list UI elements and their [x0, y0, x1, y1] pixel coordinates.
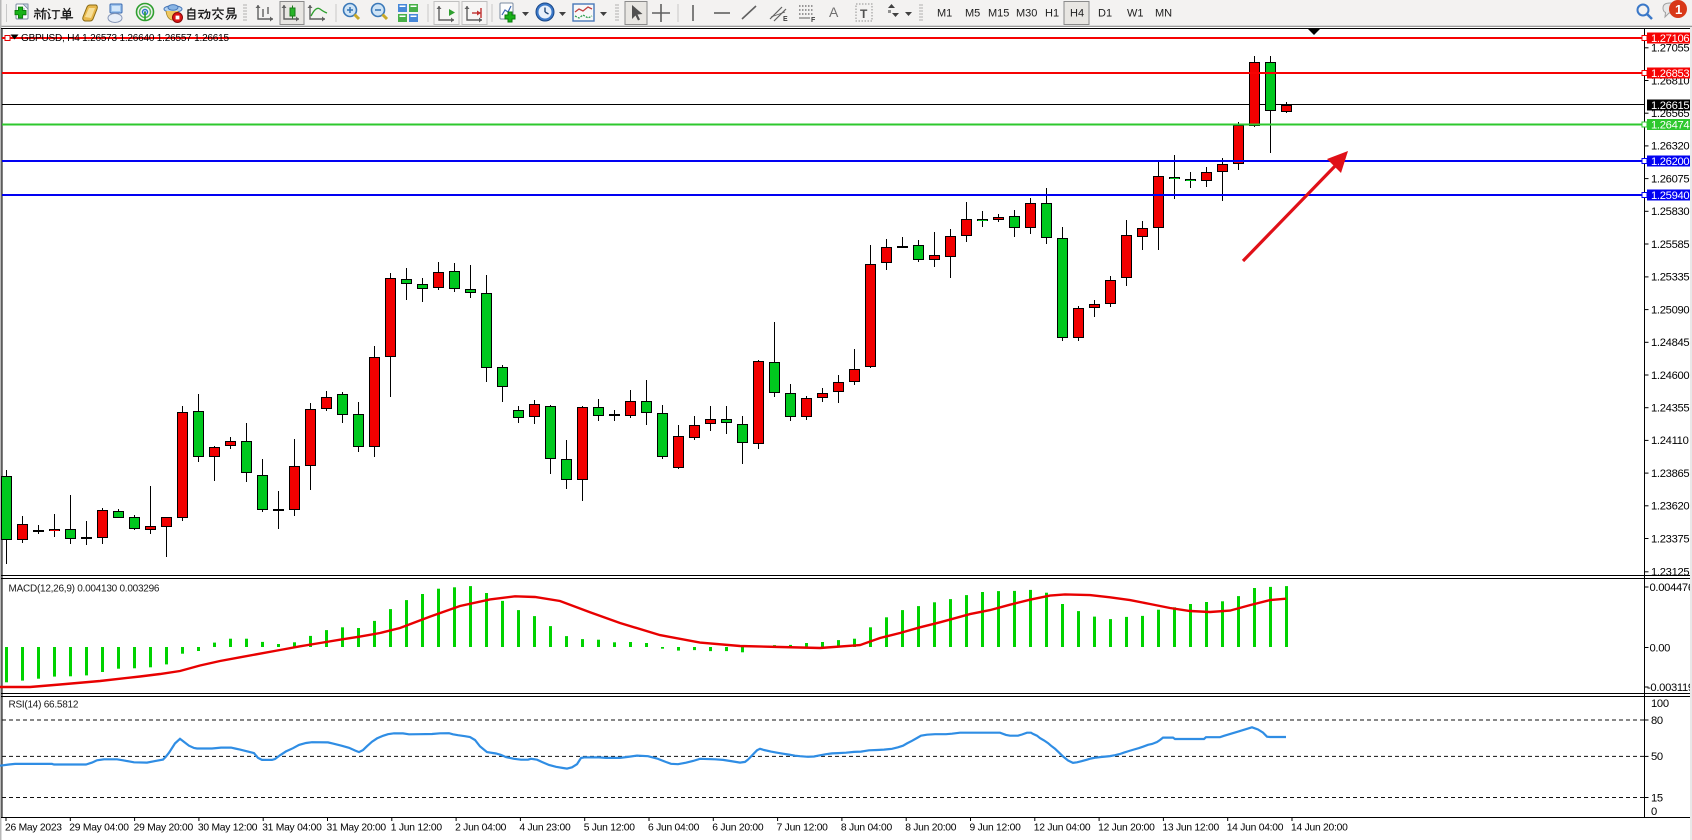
svg-text:4 Jun 23:00: 4 Jun 23:00: [519, 823, 571, 834]
svg-text:M5: M5: [965, 8, 980, 20]
svg-text:12 Jun 20:00: 12 Jun 20:00: [1098, 823, 1155, 834]
svg-text:1.25830: 1.25830: [1651, 206, 1689, 218]
svg-text:29 May 04:00: 29 May 04:00: [69, 823, 129, 834]
svg-text:W1: W1: [1127, 8, 1144, 20]
svg-text:8 Jun 04:00: 8 Jun 04:00: [841, 823, 893, 834]
svg-text:7 Jun 12:00: 7 Jun 12:00: [777, 823, 829, 834]
svg-text:13 Jun 12:00: 13 Jun 12:00: [1162, 823, 1219, 834]
svg-text:1.26853: 1.26853: [1651, 68, 1689, 80]
svg-text:1.23865: 1.23865: [1651, 468, 1689, 480]
svg-text:MN: MN: [1155, 8, 1172, 20]
svg-text:6 Jun 20:00: 6 Jun 20:00: [712, 823, 764, 834]
svg-text:1.26075: 1.26075: [1651, 173, 1689, 185]
svg-text:1.23375: 1.23375: [1651, 533, 1689, 545]
svg-text:1.26320: 1.26320: [1651, 141, 1689, 153]
svg-text:6 Jun 04:00: 6 Jun 04:00: [648, 823, 700, 834]
svg-text:1.25335: 1.25335: [1651, 272, 1689, 284]
svg-text:H1: H1: [1045, 8, 1059, 20]
svg-text:T: T: [860, 7, 868, 21]
svg-text:8 Jun 20:00: 8 Jun 20:00: [905, 823, 957, 834]
svg-text:GBPUSD, H4 1.26573 1.26640 1.: GBPUSD, H4 1.26573 1.26640 1.26557 1.266…: [21, 33, 230, 44]
svg-text:2 Jun 04:00: 2 Jun 04:00: [455, 823, 507, 834]
svg-text:1.24110: 1.24110: [1651, 435, 1689, 447]
svg-text:0.004476: 0.004476: [1650, 582, 1692, 594]
svg-text:1.23125: 1.23125: [1651, 567, 1689, 579]
svg-text:H4: H4: [1070, 8, 1084, 20]
svg-text:30 May 12:00: 30 May 12:00: [198, 823, 258, 834]
svg-text:M30: M30: [1016, 8, 1037, 20]
svg-text:0.00: 0.00: [1650, 642, 1671, 654]
svg-text:31 May 04:00: 31 May 04:00: [262, 823, 322, 834]
svg-text:1.26565: 1.26565: [1651, 108, 1689, 120]
svg-text:M15: M15: [988, 8, 1009, 20]
svg-text:A: A: [829, 4, 839, 20]
svg-text:1.24355: 1.24355: [1651, 403, 1689, 415]
svg-text:1 Jun 12:00: 1 Jun 12:00: [391, 823, 443, 834]
svg-text:1.23620: 1.23620: [1651, 501, 1689, 513]
svg-text:14 Jun 04:00: 14 Jun 04:00: [1227, 823, 1284, 834]
svg-text:1.26615: 1.26615: [1651, 100, 1689, 112]
svg-text:1.24600: 1.24600: [1651, 370, 1689, 382]
svg-text:26 May 2023: 26 May 2023: [5, 823, 62, 834]
svg-text:MACD(12,26,9) 0.004130 0.00329: MACD(12,26,9) 0.004130 0.003296: [9, 584, 160, 595]
svg-text:50: 50: [1651, 751, 1663, 763]
svg-text:100: 100: [1651, 698, 1669, 710]
svg-text:D1: D1: [1098, 8, 1112, 20]
svg-text:1.25585: 1.25585: [1651, 239, 1689, 251]
svg-text:RSI(14) 66.5812: RSI(14) 66.5812: [9, 700, 79, 711]
svg-text:1.24845: 1.24845: [1651, 337, 1689, 349]
svg-text:-0.003119: -0.003119: [1647, 682, 1692, 694]
svg-text:0: 0: [1651, 806, 1657, 818]
svg-text:1.25940: 1.25940: [1651, 190, 1689, 202]
svg-text:5 Jun 12:00: 5 Jun 12:00: [584, 823, 636, 834]
svg-text:1.26200: 1.26200: [1651, 156, 1689, 168]
svg-text:12 Jun 04:00: 12 Jun 04:00: [1034, 823, 1091, 834]
svg-text:1.25090: 1.25090: [1651, 304, 1689, 316]
svg-text:80: 80: [1651, 715, 1663, 727]
svg-text:F: F: [811, 17, 816, 24]
svg-text:14 Jun 20:00: 14 Jun 20:00: [1291, 823, 1348, 834]
svg-text:31 May 20:00: 31 May 20:00: [327, 823, 387, 834]
svg-text:1.27055: 1.27055: [1651, 43, 1689, 55]
svg-text:15: 15: [1651, 792, 1663, 804]
svg-text:29 May 20:00: 29 May 20:00: [134, 823, 194, 834]
svg-text:1: 1: [1675, 2, 1682, 17]
svg-text:1.26474: 1.26474: [1651, 119, 1689, 131]
svg-text:E: E: [783, 16, 788, 23]
svg-text:9 Jun 12:00: 9 Jun 12:00: [970, 823, 1022, 834]
svg-text:1.27106: 1.27106: [1651, 33, 1689, 45]
svg-text:M1: M1: [937, 8, 952, 20]
